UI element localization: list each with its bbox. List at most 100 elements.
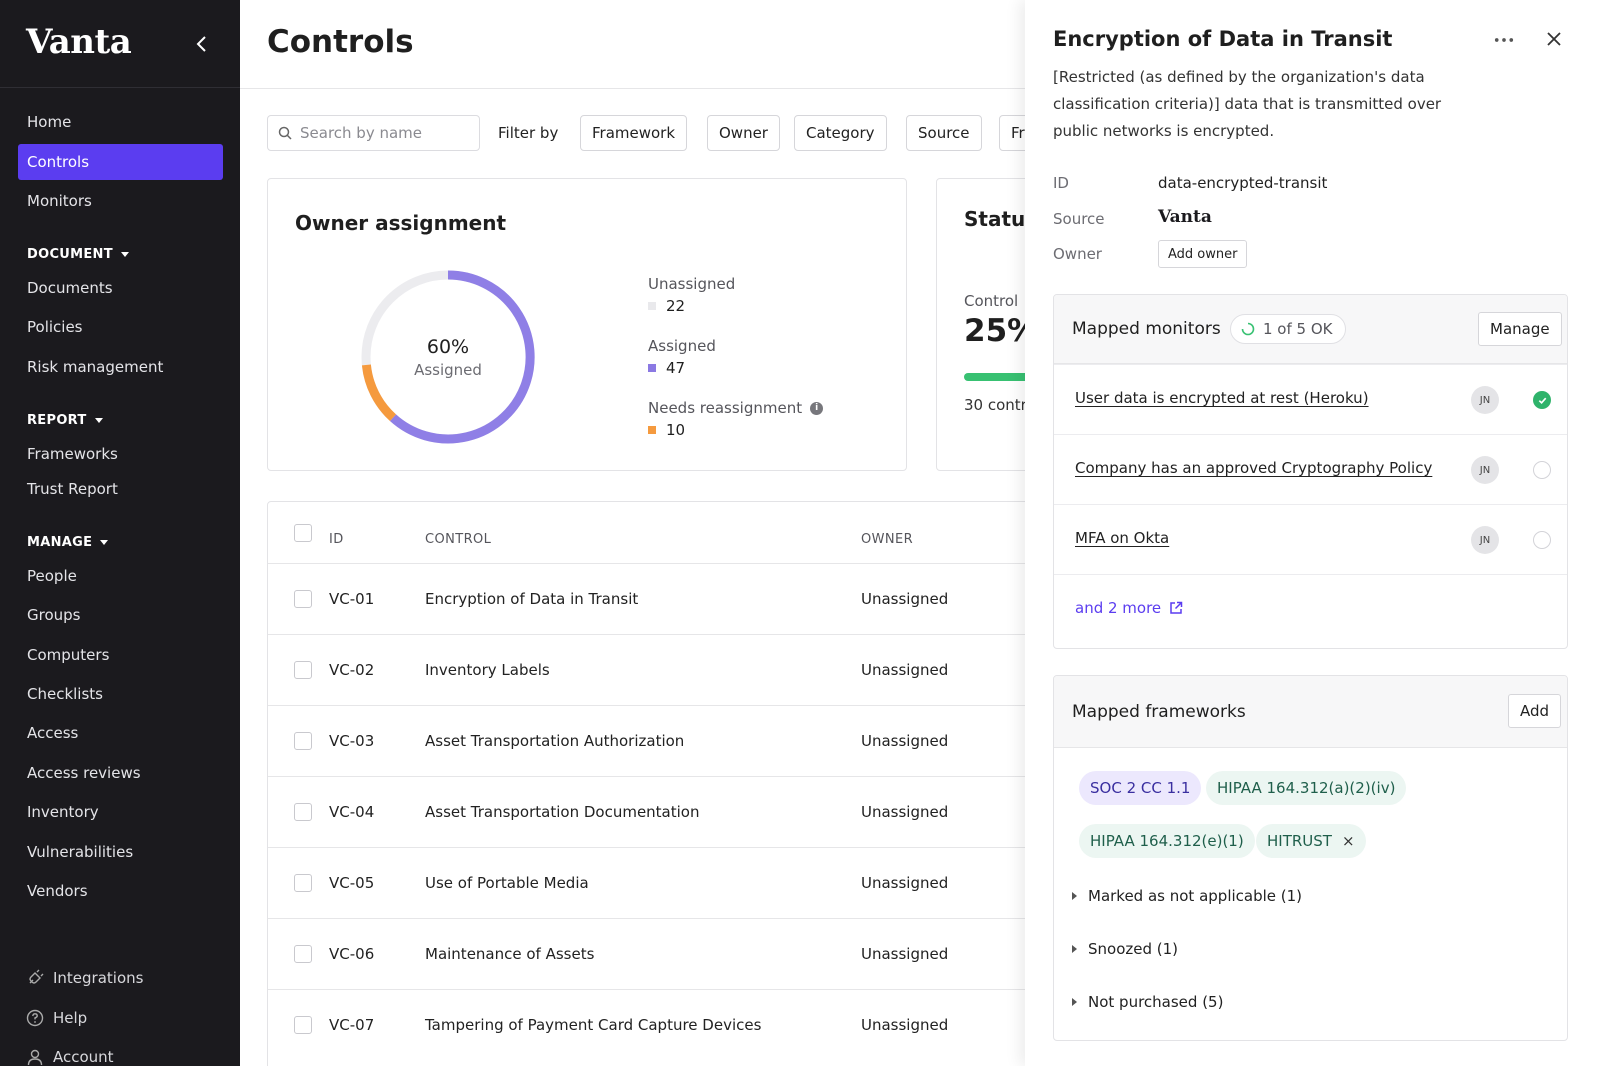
and-more-link[interactable]: and 2 more — [1075, 599, 1183, 617]
sidebar-item-controls[interactable]: Controls — [18, 144, 223, 180]
sidebar-item-home[interactable]: Home — [27, 113, 72, 131]
mapped-monitors-title: Mapped monitors — [1072, 319, 1221, 339]
monitor-link[interactable]: User data is encrypted at rest (Heroku) — [1075, 389, 1369, 407]
sidebar-item-inventory[interactable]: Inventory — [27, 803, 99, 821]
donut-assigned-segment — [389, 270, 535, 444]
row-checkbox[interactable] — [294, 732, 312, 750]
table-row[interactable]: VC-01 Encryption of Data in Transit Unas… — [268, 563, 1025, 634]
monitor-link[interactable]: Company has an approved Cryptography Pol… — [1075, 459, 1433, 477]
framework-chip-soc2[interactable]: SOC 2 CC 1.1 — [1079, 771, 1202, 805]
more-options-button[interactable] — [1491, 30, 1517, 50]
sidebar-item-access-reviews[interactable]: Access reviews — [27, 764, 141, 782]
sidebar-item-groups[interactable]: Groups — [27, 606, 81, 624]
select-all-checkbox[interactable] — [294, 524, 312, 542]
id-label: ID — [1053, 174, 1069, 192]
filter-source-button[interactable]: Source — [906, 115, 982, 151]
row-checkbox[interactable] — [294, 874, 312, 892]
sidebar-item-people[interactable]: People — [27, 567, 77, 585]
filter-category-button[interactable]: Category — [794, 115, 887, 151]
cell-owner: Unassigned — [861, 803, 949, 821]
section-report-toggle[interactable]: REPORT — [27, 413, 103, 428]
section-manage-toggle[interactable]: MANAGE — [27, 535, 109, 550]
chevron-left-icon — [196, 36, 206, 52]
legend-needs-reassignment: Needs reassignment i 10 — [648, 399, 824, 439]
caret-right-icon — [1072, 892, 1077, 900]
cell-owner: Unassigned — [861, 661, 949, 679]
help-label: Help — [53, 1009, 88, 1027]
column-header-id[interactable]: ID — [329, 532, 344, 547]
row-checkbox[interactable] — [294, 803, 312, 821]
monitors-status-pill: 1 of 5 OK — [1230, 314, 1346, 344]
id-value: data-encrypted-transit — [1158, 174, 1328, 192]
table-row[interactable]: VC-03 Asset Transportation Authorization… — [268, 705, 1025, 776]
row-checkbox[interactable] — [294, 590, 312, 608]
vanta-logo[interactable]: Vanta — [26, 22, 132, 62]
donut-center-label: 60% Assigned — [358, 267, 538, 447]
close-panel-button[interactable] — [1543, 28, 1565, 50]
status-percent: 25% — [964, 313, 1025, 349]
table-row[interactable]: VC-05 Use of Portable Media Unassigned — [268, 847, 1025, 918]
sidebar-item-policies[interactable]: Policies — [27, 318, 83, 336]
sidebar-item-frameworks[interactable]: Frameworks — [27, 445, 118, 463]
mapped-frameworks-card: Mapped frameworks Add SOC 2 CC 1.1 HIPAA… — [1053, 675, 1568, 1041]
sidebar-item-computers[interactable]: Computers — [27, 646, 110, 664]
caret-down-icon — [120, 252, 129, 257]
filter-more-button[interactable]: Fr — [999, 115, 1025, 151]
legend-value: 10 — [666, 421, 686, 439]
row-checkbox[interactable] — [294, 945, 312, 963]
row-checkbox[interactable] — [294, 1016, 312, 1034]
donut-percent: 60% — [426, 335, 470, 358]
table-row[interactable]: VC-06 Maintenance of Assets Unassigned — [268, 918, 1025, 989]
cell-control: Asset Transportation Authorization — [425, 732, 685, 750]
add-owner-button[interactable]: Add owner — [1158, 240, 1248, 268]
section-report-label: REPORT — [27, 413, 87, 428]
sidebar-item-documents[interactable]: Documents — [27, 279, 113, 297]
filter-owner-button[interactable]: Owner — [707, 115, 780, 151]
add-framework-button[interactable]: Add — [1508, 694, 1562, 728]
sidebar-item-vulnerabilities[interactable]: Vulnerabilities — [27, 843, 134, 861]
sidebar-item-account[interactable]: Account — [26, 1048, 114, 1066]
sidebar-item-checklists[interactable]: Checklists — [27, 685, 103, 703]
table-row[interactable]: VC-07 Tampering of Payment Card Capture … — [268, 989, 1025, 1060]
collapsible-not-purchased[interactable]: Not purchased (5) — [1072, 993, 1223, 1011]
framework-chip-hipaa-a[interactable]: HIPAA 164.312(a)(2)(iv) — [1206, 771, 1407, 805]
main-content: Controls Search by name Filter by Framew… — [240, 0, 1025, 1066]
manage-monitors-button[interactable]: Manage — [1478, 312, 1562, 346]
owner-label: Owner — [1053, 245, 1102, 263]
collapse-sidebar-button[interactable] — [192, 30, 212, 58]
plug-icon — [29, 969, 44, 984]
section-document-toggle[interactable]: DOCUMENT — [27, 247, 129, 262]
sidebar-item-help[interactable]: Help — [26, 1009, 87, 1027]
search-input[interactable]: Search by name — [267, 115, 480, 151]
row-checkbox[interactable] — [294, 661, 312, 679]
avatar: JN — [1471, 456, 1499, 484]
caret-down-icon — [100, 540, 109, 545]
sidebar-item-access[interactable]: Access — [27, 724, 79, 742]
status-title: Status — [964, 207, 1025, 231]
cell-control: Use of Portable Media — [425, 874, 589, 892]
column-header-owner[interactable]: OWNER — [861, 532, 914, 547]
monitor-more-row: and 2 more — [1054, 574, 1567, 644]
collapsible-label: Not purchased (5) — [1088, 993, 1224, 1011]
sidebar-item-risk-management[interactable]: Risk management — [27, 358, 164, 376]
monitor-link[interactable]: MFA on Okta — [1075, 529, 1170, 547]
legend-swatch — [648, 302, 656, 310]
sidebar-item-integrations[interactable]: Integrations — [26, 969, 143, 987]
column-header-control[interactable]: CONTROL — [425, 532, 492, 547]
table-row[interactable]: VC-04 Asset Transportation Documentation… — [268, 776, 1025, 847]
remove-chip-icon[interactable]: × — [1341, 832, 1355, 850]
table-row[interactable]: VC-02 Inventory Labels Unassigned — [268, 634, 1025, 705]
external-link-icon — [1170, 601, 1183, 614]
framework-chip-hipaa-e[interactable]: HIPAA 164.312(e)(1) — [1079, 824, 1255, 858]
cell-owner: Unassigned — [861, 1016, 949, 1034]
sidebar-item-monitors[interactable]: Monitors — [27, 192, 92, 210]
info-icon[interactable]: i — [810, 401, 824, 415]
sidebar-item-vendors[interactable]: Vendors — [27, 882, 88, 900]
sidebar-item-trust-report[interactable]: Trust Report — [27, 480, 118, 498]
collapsible-snoozed[interactable]: Snoozed (1) — [1072, 940, 1178, 958]
mapped-monitors-header: Mapped monitors 1 of 5 OK Manage — [1054, 295, 1567, 364]
framework-chip-hitrust[interactable]: HITRUST × — [1256, 824, 1366, 858]
filter-framework-button[interactable]: Framework — [580, 115, 688, 151]
monitor-row: Company has an approved Cryptography Pol… — [1054, 434, 1567, 504]
collapsible-not-applicable[interactable]: Marked as not applicable (1) — [1072, 887, 1302, 905]
